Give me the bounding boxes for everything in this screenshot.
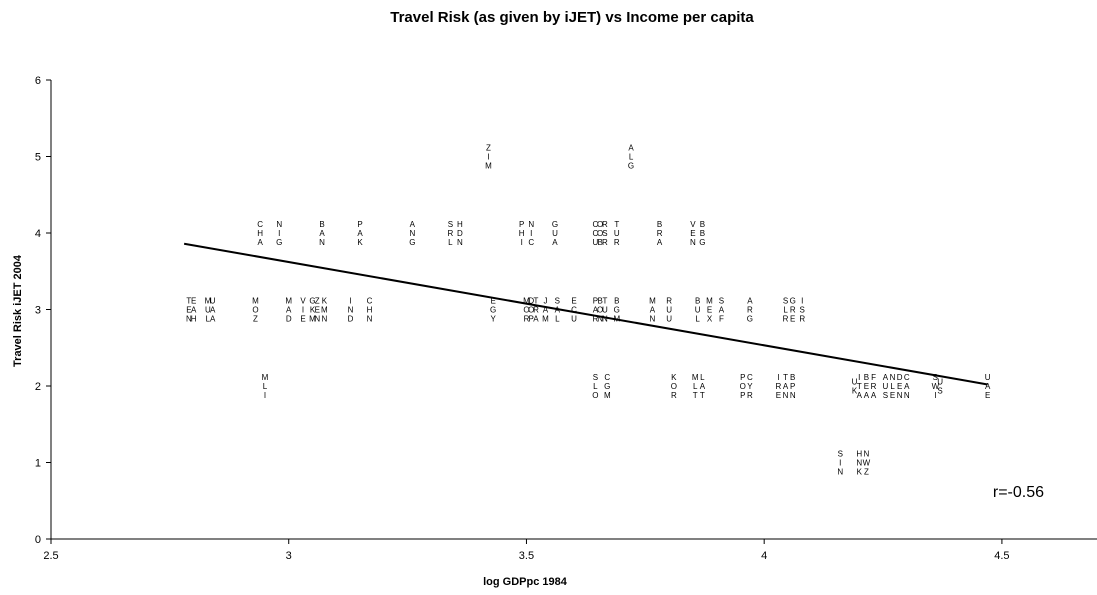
x-tick-label: 3 — [286, 550, 292, 562]
y-tick-label: 2 — [35, 381, 41, 393]
y-tick-label: 0 — [35, 534, 41, 546]
x-tick-label: 3.5 — [519, 550, 534, 562]
y-tick-label: 1 — [35, 458, 41, 470]
trend-line — [183, 242, 988, 386]
y-axis-label: Travel Risk iJET 2004 — [12, 254, 24, 367]
data-points: Z I M A L G C H A N I G B A N P A K A N G S R L H D N P H IN I C G U A C C UO… — [186, 144, 991, 477]
x-tick-label: 4 — [761, 550, 767, 562]
y-axis-ticks: 0 1 2 3 4 5 6 — [35, 75, 51, 546]
x-tick-label: 2.5 — [43, 550, 58, 562]
correlation-annotation: r=-0.56 — [993, 484, 1044, 501]
y-tick-label: 4 — [35, 228, 41, 240]
chart-title: Travel Risk (as given by iJET) vs Income… — [390, 9, 754, 26]
x-axis-ticks: 2.5 3 3.5 4 4.5 — [43, 539, 1010, 562]
y-tick-label: 5 — [35, 152, 41, 164]
y-tick-label: 3 — [35, 305, 41, 317]
x-axis-label: log GDPpc 1984 — [483, 576, 568, 588]
y-tick-label: 6 — [35, 75, 41, 87]
x-tick-label: 4.5 — [994, 550, 1009, 562]
